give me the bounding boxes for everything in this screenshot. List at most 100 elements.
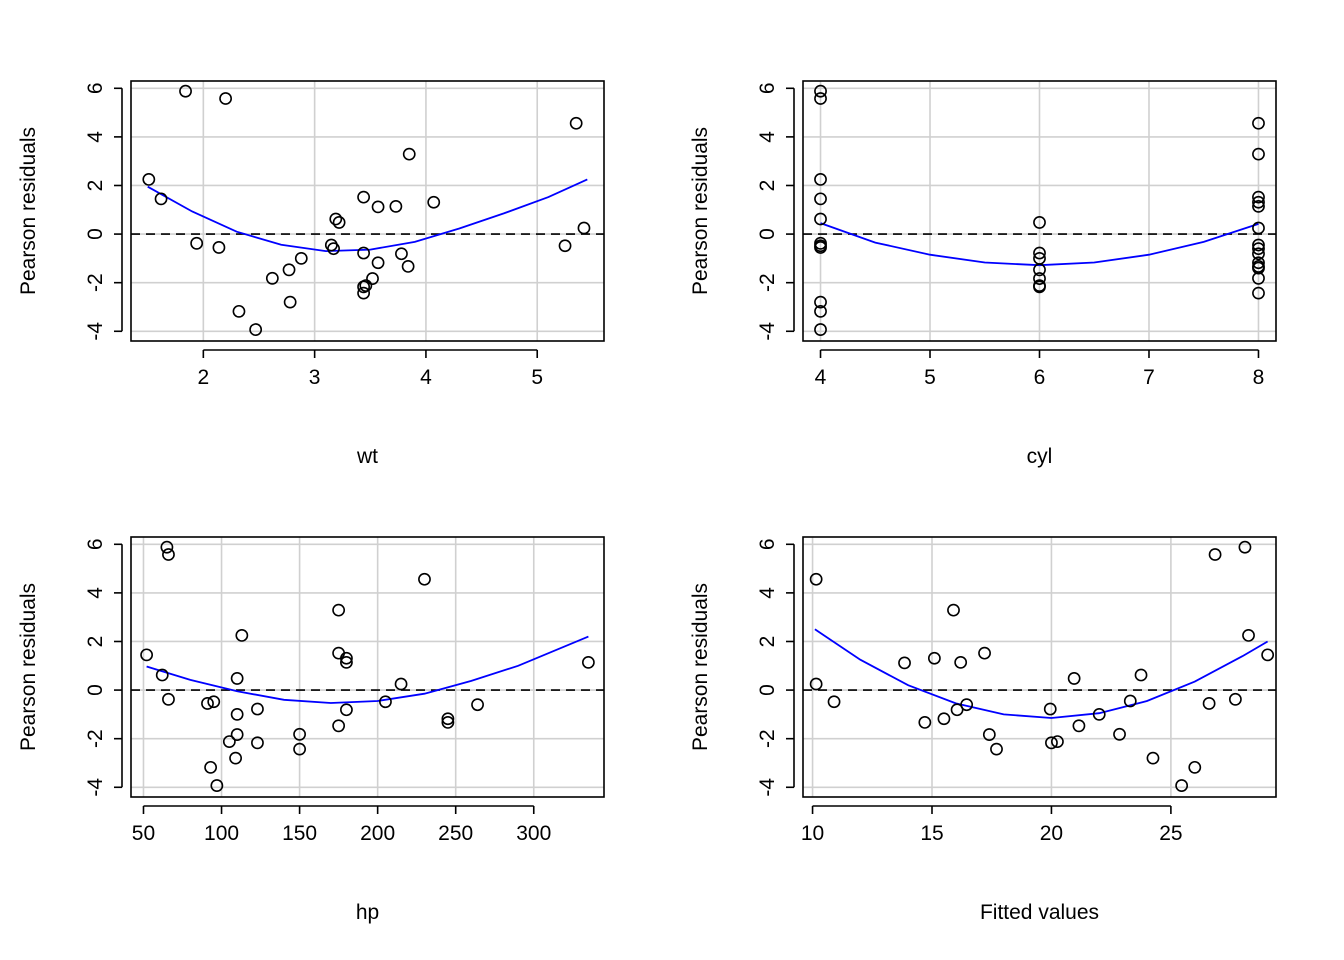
data-point — [222, 735, 236, 748]
data-point — [1033, 216, 1046, 229]
y-tick-label: 2 — [756, 636, 779, 648]
data-point — [201, 697, 214, 710]
data-point — [219, 92, 232, 105]
data-point — [210, 779, 224, 792]
y-tick-label: 2 — [84, 180, 107, 192]
grid-lines — [803, 81, 1276, 341]
data-point — [814, 192, 827, 206]
data-point — [1043, 702, 1057, 716]
data-point — [1208, 548, 1222, 561]
x-tick-label: 5 — [531, 366, 543, 389]
data-point — [1252, 261, 1265, 275]
x-tick-label: 3 — [309, 366, 321, 389]
residual-panel-4: 10 15 20 25 -4 -2 0 2 4 6 Fitted values Pearson res… — [689, 536, 1277, 924]
data-point — [1261, 648, 1275, 662]
x-tick-label: 50 — [132, 822, 155, 845]
data-point — [1188, 760, 1202, 774]
data-point — [332, 216, 346, 229]
data-point — [329, 212, 343, 226]
data-point — [1067, 672, 1081, 685]
x-tick-label: 200 — [360, 822, 395, 845]
data-point — [235, 629, 249, 642]
data-point — [1252, 116, 1265, 130]
x-axis-title: wt — [356, 445, 378, 468]
y-tick-label: -2 — [84, 273, 107, 292]
y-tick-label: 0 — [756, 228, 779, 240]
data-point — [293, 742, 306, 756]
data-point — [395, 247, 408, 261]
data-point — [947, 603, 960, 617]
y-tick-label: 2 — [756, 180, 779, 192]
data-point — [204, 760, 218, 774]
y-tick-label: 0 — [84, 684, 107, 696]
x-tick-label: 250 — [438, 822, 473, 845]
data-point — [827, 695, 841, 709]
data-point — [357, 190, 371, 204]
data-point — [1252, 271, 1265, 285]
data-point — [814, 212, 827, 226]
x-axis-title: hp — [356, 901, 379, 924]
data-point — [340, 655, 353, 669]
x-tick-label: 5 — [924, 366, 936, 389]
data-point — [1134, 668, 1148, 682]
x-tick-label: 2 — [197, 366, 209, 389]
y-tick-label: -4 — [756, 778, 779, 797]
x-tick-label: 150 — [282, 822, 317, 845]
data-point — [293, 727, 306, 741]
x-tick-label: 25 — [1159, 822, 1182, 845]
data-point — [402, 147, 416, 161]
x-tick-label: 300 — [516, 822, 551, 845]
data-point — [179, 84, 192, 98]
data-point — [366, 272, 379, 285]
y-tick-label: 6 — [756, 538, 779, 550]
y-tick-label: 4 — [756, 587, 779, 599]
data-point — [229, 751, 242, 765]
data-point — [418, 572, 431, 586]
plot-frame — [802, 536, 1277, 798]
y-axis-title: Pearson residuals — [689, 127, 712, 295]
data-point — [990, 742, 1003, 756]
data-point — [1123, 694, 1137, 708]
data-point — [1202, 697, 1216, 710]
data-point — [1033, 246, 1046, 260]
data-point — [950, 703, 964, 717]
data-point — [265, 271, 279, 285]
data-point — [814, 92, 827, 105]
x-tick-label: 4 — [420, 366, 432, 389]
data-point — [389, 199, 403, 213]
data-point — [371, 256, 385, 270]
x-axis-title: cyl — [1027, 445, 1053, 468]
y-axis-title: Pearson residuals — [17, 583, 40, 751]
data-point — [1045, 736, 1058, 750]
y-tick-label: 0 — [84, 228, 107, 240]
x-tick-label: 4 — [815, 366, 827, 389]
data-point — [1252, 247, 1265, 261]
y-axis-title: Pearson residuals — [689, 583, 712, 751]
y-tick-label: 4 — [84, 131, 107, 143]
data-point — [142, 173, 156, 186]
data-point — [1252, 199, 1265, 213]
data-point — [954, 655, 968, 669]
data-point — [1113, 727, 1126, 741]
data-point — [327, 242, 340, 256]
smooth-curve — [147, 178, 588, 253]
data-point — [401, 260, 415, 273]
x-tick-label: 10 — [801, 822, 824, 845]
data-point — [1242, 629, 1255, 642]
x-tick-label: 15 — [920, 822, 943, 845]
data-point — [294, 251, 308, 265]
smooth-curve — [814, 628, 1269, 719]
data-point — [441, 716, 455, 729]
data-point — [927, 651, 941, 665]
data-point — [249, 323, 263, 336]
data-point — [282, 263, 296, 277]
data-point — [581, 655, 595, 669]
data-point — [577, 221, 591, 235]
data-point — [340, 651, 353, 665]
data-point — [1146, 751, 1160, 765]
data-point — [937, 712, 951, 726]
data-point — [1175, 779, 1189, 792]
data-point — [1252, 238, 1265, 252]
data-point — [1252, 190, 1265, 204]
